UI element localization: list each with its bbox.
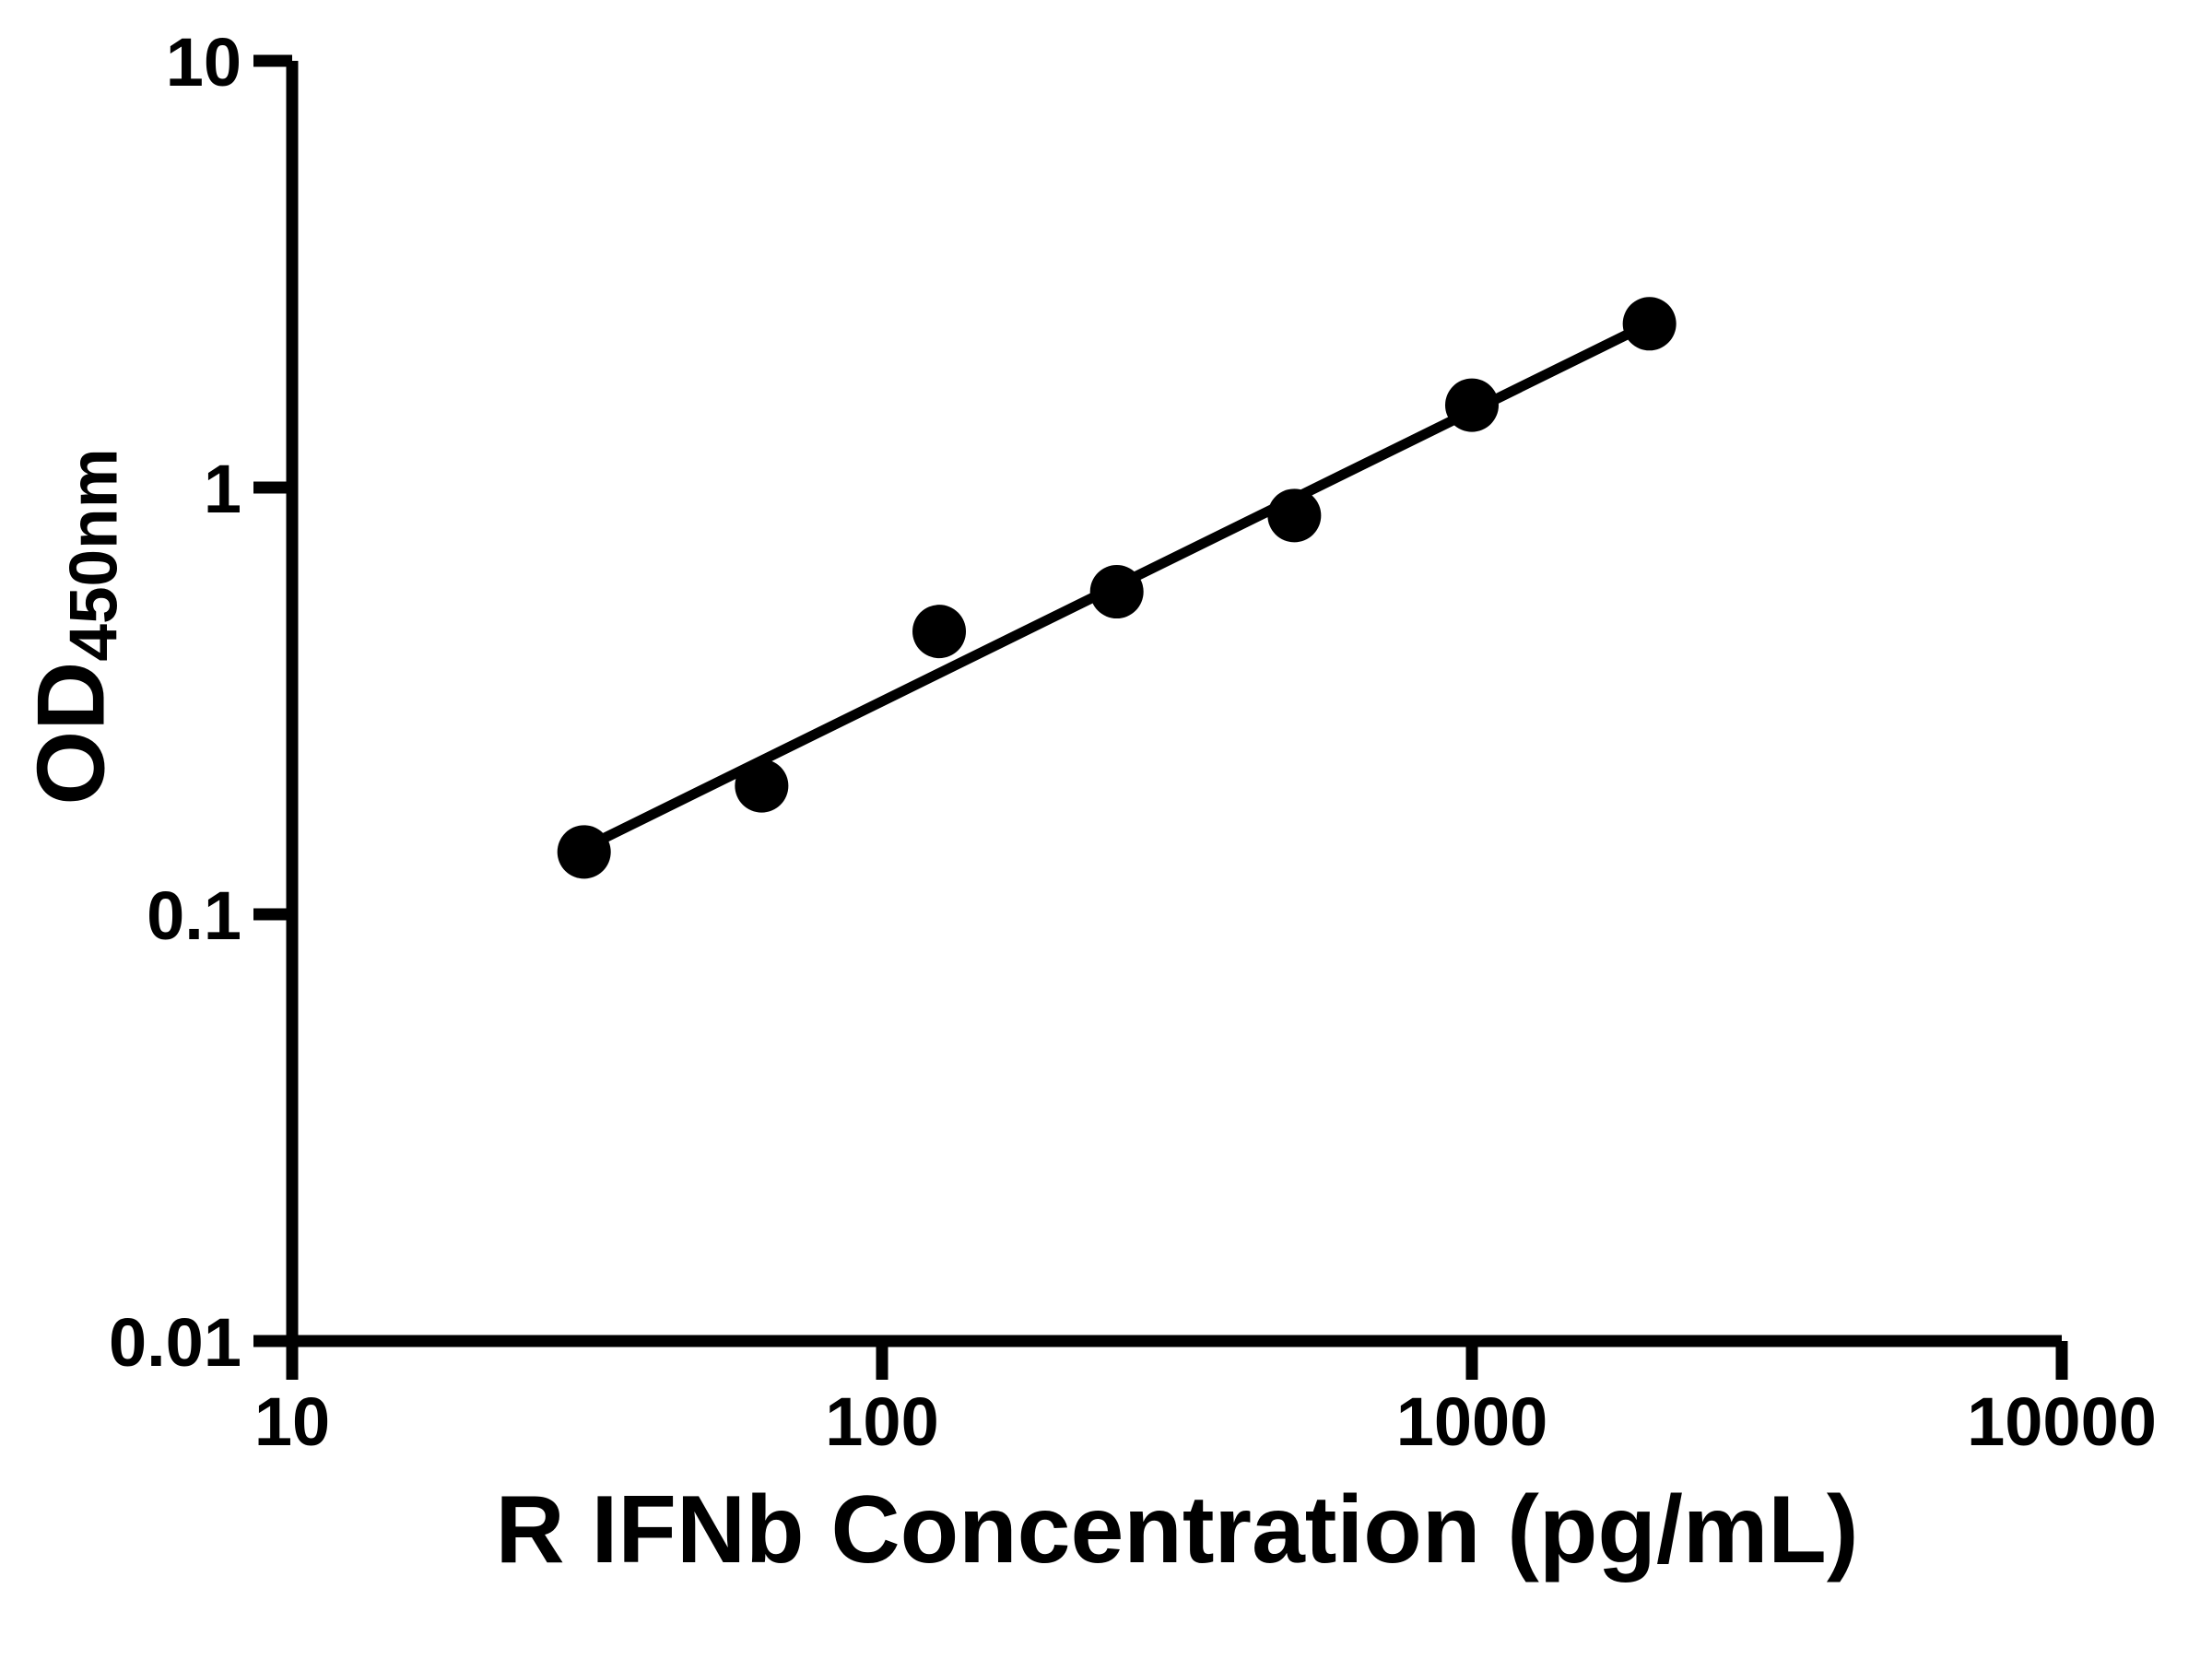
x-tick-label: 100 xyxy=(825,1383,938,1460)
data-point xyxy=(1267,488,1322,543)
y-tick-label: 0.01 xyxy=(109,1304,241,1381)
data-point xyxy=(557,825,611,879)
y-tick-label: 0.1 xyxy=(147,877,241,954)
data-point xyxy=(912,605,967,659)
x-tick-label: 1000 xyxy=(1396,1383,1548,1460)
y-axis-tick-labels: 10 1 0.1 0.01 xyxy=(109,24,241,1381)
y-axis-title: OD450nm xyxy=(18,448,132,805)
y-axis-title-subscript: 450nm xyxy=(56,448,132,662)
data-point xyxy=(1445,378,1499,432)
y-tick-label: 10 xyxy=(166,24,241,100)
y-axis-title-main: OD xyxy=(18,661,125,806)
x-axis-title: R IFNb Concentration (pg/mL) xyxy=(495,1477,1859,1583)
data-point xyxy=(735,759,789,813)
x-tick-label: 10 xyxy=(254,1383,330,1460)
data-points xyxy=(557,297,1677,879)
y-axis-ticks xyxy=(253,54,292,1347)
data-point xyxy=(1622,297,1677,351)
data-point xyxy=(1089,565,1144,619)
x-axis-ticks xyxy=(286,1341,2068,1380)
x-tick-label: 10000 xyxy=(1967,1383,2157,1460)
x-axis-tick-labels: 10 100 1000 10000 xyxy=(254,1383,2157,1460)
y-tick-label: 1 xyxy=(204,451,241,527)
